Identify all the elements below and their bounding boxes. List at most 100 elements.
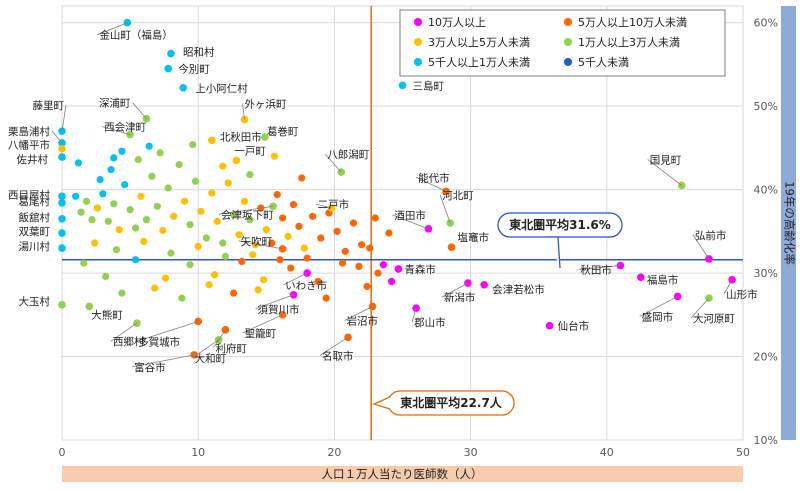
legend-label: 3万人以上5万人未満 [428,36,530,49]
data-point-labeled [58,192,66,201]
point-label: 青森市 [404,263,436,276]
data-point [126,206,134,214]
label-leader [282,272,308,286]
point-label: 矢吹町 [241,235,273,248]
data-point [140,237,148,245]
data-point [385,229,393,237]
point-label: 栗島浦村 [8,125,50,138]
label-leader [723,279,733,294]
data-point [270,152,279,160]
data-point [104,217,112,225]
point-label: 西目屋村 [8,188,50,201]
data-point [276,256,284,264]
data-point [341,247,349,255]
data-point [145,142,153,150]
data-point [322,294,330,302]
data-point [164,184,172,192]
legend-label: 5千人以上1万人未満 [428,56,530,69]
point-label: 双葉町 [19,225,51,238]
label-leader [242,314,283,334]
label-leader [97,22,128,36]
data-point [99,190,107,198]
data-point [333,227,341,235]
label-leader [132,354,195,368]
point-label: 大熊町 [91,308,123,321]
x-tick-label: 40 [600,446,614,459]
point-label: 北秋田市 [220,130,262,143]
data-point-labeled [464,279,472,287]
legend-label: 5千人未満 [578,56,629,69]
data-point [295,222,303,230]
x-tick-label: 20 [327,446,341,459]
data-point [317,234,325,242]
data-point [240,197,249,205]
data-point [112,246,121,254]
point-label: 盛岡市 [642,310,674,323]
data-point [170,212,178,220]
data-point [230,211,238,219]
data-point [303,254,311,262]
data-point-labeled [327,204,336,212]
data-point [191,177,200,185]
data-point [93,204,102,212]
data-point [224,179,232,187]
data-point [363,282,371,291]
data-point [289,201,298,209]
label-leader [439,194,451,224]
data-point-labeled [58,244,66,252]
data-point [366,244,374,252]
data-point [251,241,260,249]
point-label: 上小阿仁村 [195,82,248,95]
x-tick-label: 10 [191,446,205,459]
point-label: 会津坂下町 [221,208,274,221]
x-tick-label: 50 [736,446,750,459]
data-point [355,262,363,270]
point-label-leaders [51,22,733,368]
label-leader [219,205,274,215]
x-tick-label: 0 [59,446,66,459]
x-axis-label: 人口１万人当たり医師数（人） [322,467,483,481]
data-point-labeled [261,133,269,141]
data-point-labeled [208,136,216,145]
data-point-labeled [344,333,352,342]
point-label: 利府町 [215,342,247,355]
label-leader [213,329,226,349]
point-label: 外ヶ浜町 [245,99,287,111]
data-point-labeled [58,215,66,223]
data-point [197,207,205,215]
data-point [110,200,118,208]
legend-marker [564,38,572,46]
point-label: 深浦町 [99,97,131,110]
data-point-labeled [85,302,94,311]
data-point-labeled [232,156,241,165]
data-points [58,18,736,359]
data-point [221,252,230,260]
y-tick-label: 10% [754,434,778,447]
data-point [110,154,118,162]
data-point [167,249,175,257]
label-leader [392,214,429,230]
point-label: 西会津町 [104,121,146,134]
point-label: 河北町 [442,190,474,202]
data-point [161,274,170,282]
data-point [371,214,379,222]
data-point [300,244,309,252]
data-point-labeled [289,290,298,299]
data-point [349,219,358,227]
label-leader [411,308,417,323]
point-label: 大玉村 [19,295,51,308]
data-point [262,226,270,234]
data-point [121,181,129,189]
label-leader [315,203,332,209]
point-label: 会津若松市 [492,283,544,296]
data-point [74,159,82,167]
point-label: 葛尾村 [19,195,51,208]
data-point [180,197,189,205]
data-point-labeled [303,269,311,277]
point-label: 名取市 [322,349,354,362]
point-label: 郡山市 [414,316,446,329]
data-point [205,281,213,289]
data-point [268,239,276,247]
data-point [178,294,186,302]
